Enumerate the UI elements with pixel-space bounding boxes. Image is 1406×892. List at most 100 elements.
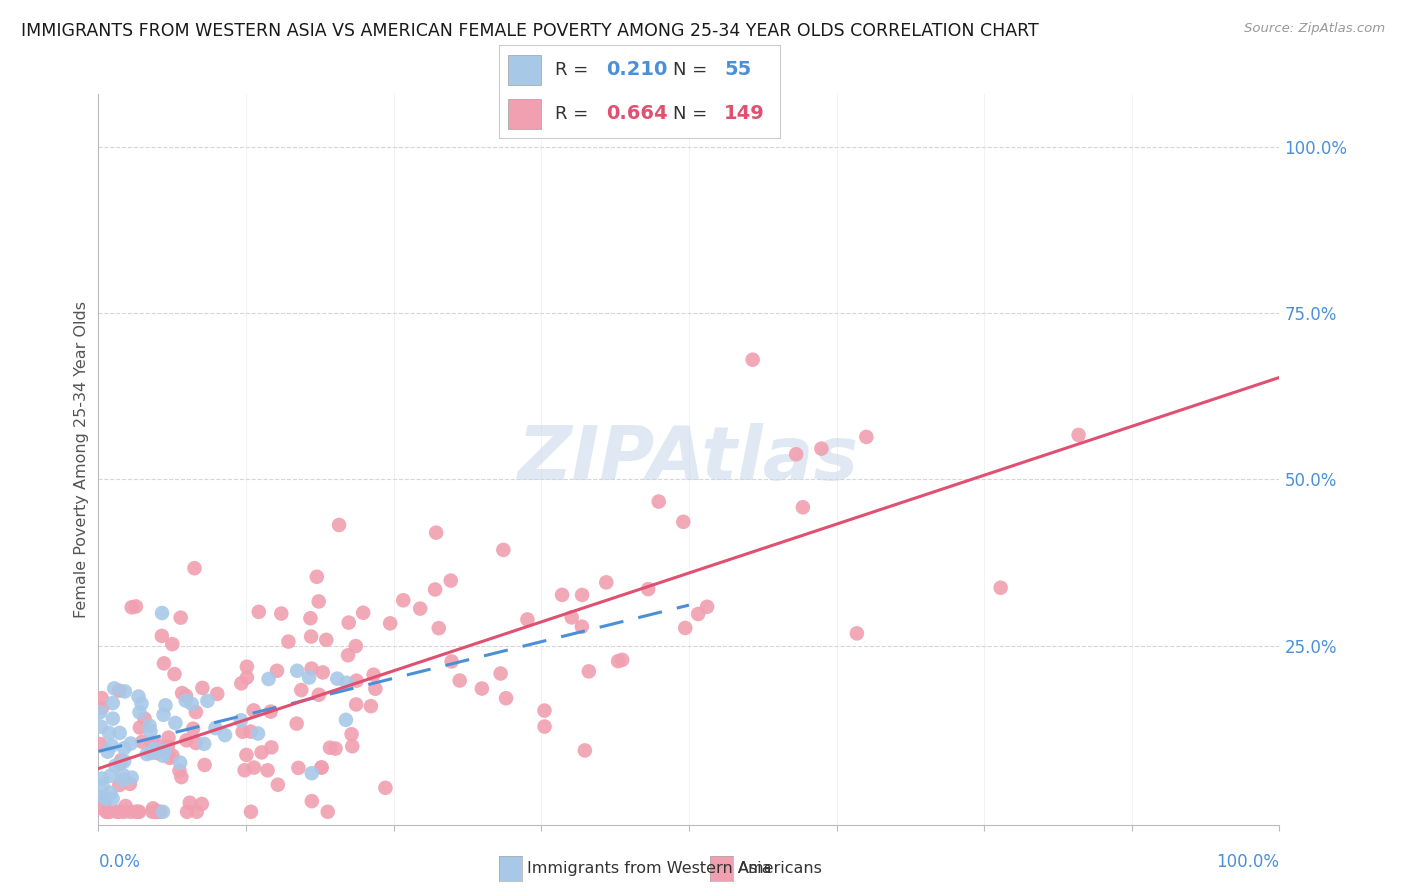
Point — [342, 739, 364, 754]
Text: 0.0%: 0.0% — [98, 853, 141, 871]
Point — [193, 737, 215, 751]
Point — [301, 766, 323, 780]
Point — [325, 741, 347, 756]
Point — [595, 575, 617, 590]
Point — [170, 770, 193, 784]
Text: IMMIGRANTS FROM WESTERN ASIA VS AMERICAN FEMALE POVERTY AMONG 25-34 YEAR OLDS CO: IMMIGRANTS FROM WESTERN ASIA VS AMERICAN… — [21, 22, 1039, 40]
Point — [91, 789, 114, 804]
Point — [174, 693, 197, 707]
Point — [299, 611, 322, 625]
Point — [855, 430, 877, 444]
Point — [176, 805, 198, 819]
Point — [159, 751, 181, 765]
Point — [785, 447, 807, 461]
Point — [90, 772, 112, 786]
Point — [112, 805, 135, 819]
Point — [157, 731, 180, 745]
Point — [340, 727, 363, 741]
Point — [311, 760, 333, 774]
Point — [277, 634, 299, 648]
Point — [571, 588, 593, 602]
Point — [108, 756, 131, 771]
Point — [97, 745, 120, 759]
Point — [169, 610, 191, 624]
Point — [259, 705, 281, 719]
Point — [301, 794, 323, 808]
Point — [146, 746, 169, 760]
Point — [235, 747, 257, 762]
Point — [91, 779, 114, 793]
Point — [287, 761, 309, 775]
Point — [344, 639, 367, 653]
Point — [180, 697, 202, 711]
Point — [169, 756, 191, 770]
Point — [108, 778, 131, 792]
Point — [152, 748, 174, 763]
Point — [121, 771, 143, 785]
Point — [186, 805, 208, 819]
Point — [344, 698, 367, 712]
Point — [315, 632, 337, 647]
Point — [471, 681, 494, 696]
Point — [308, 688, 330, 702]
Point — [409, 601, 432, 615]
Point — [150, 606, 173, 620]
Point — [146, 805, 169, 819]
Point — [114, 799, 136, 814]
Point — [574, 743, 596, 757]
Point — [153, 657, 176, 671]
Point — [103, 681, 125, 696]
Point — [194, 758, 217, 772]
Point — [346, 673, 368, 688]
Point — [105, 805, 128, 819]
FancyBboxPatch shape — [508, 55, 541, 85]
Text: 0.210: 0.210 — [606, 61, 668, 79]
Text: R =: R = — [555, 61, 595, 78]
Point — [242, 703, 264, 717]
Point — [301, 662, 323, 676]
Point — [125, 805, 148, 819]
Point — [571, 619, 593, 633]
Point — [360, 699, 382, 714]
Point — [156, 739, 179, 754]
Point — [128, 706, 150, 720]
Point — [637, 582, 659, 596]
Point — [364, 681, 387, 696]
Point — [337, 615, 360, 630]
Point — [91, 701, 114, 715]
Point — [89, 706, 111, 720]
Point — [298, 671, 321, 685]
Point — [172, 686, 194, 700]
Point — [516, 612, 538, 626]
Point — [131, 697, 153, 711]
Point — [425, 525, 447, 540]
Point — [792, 500, 814, 515]
Point — [305, 570, 328, 584]
Point — [233, 764, 256, 778]
Text: N =: N = — [673, 61, 713, 78]
Point — [149, 805, 172, 819]
Point — [163, 667, 186, 681]
Point — [174, 689, 197, 703]
Point — [94, 792, 117, 806]
Point — [141, 736, 163, 750]
Point — [141, 805, 163, 819]
Point — [427, 621, 450, 635]
Point — [165, 716, 187, 731]
Point — [181, 722, 204, 736]
Point — [250, 746, 273, 760]
Point — [256, 764, 278, 778]
Point — [112, 754, 135, 768]
Point — [191, 681, 214, 695]
Point — [101, 696, 124, 710]
Text: ZIPAtlas: ZIPAtlas — [519, 423, 859, 496]
Point — [90, 720, 112, 734]
Point — [101, 791, 124, 805]
Point — [688, 607, 710, 621]
Point — [392, 593, 415, 607]
Point — [169, 764, 191, 778]
Point — [229, 714, 252, 728]
Point — [236, 659, 259, 673]
Point — [236, 670, 259, 684]
Point — [232, 724, 254, 739]
